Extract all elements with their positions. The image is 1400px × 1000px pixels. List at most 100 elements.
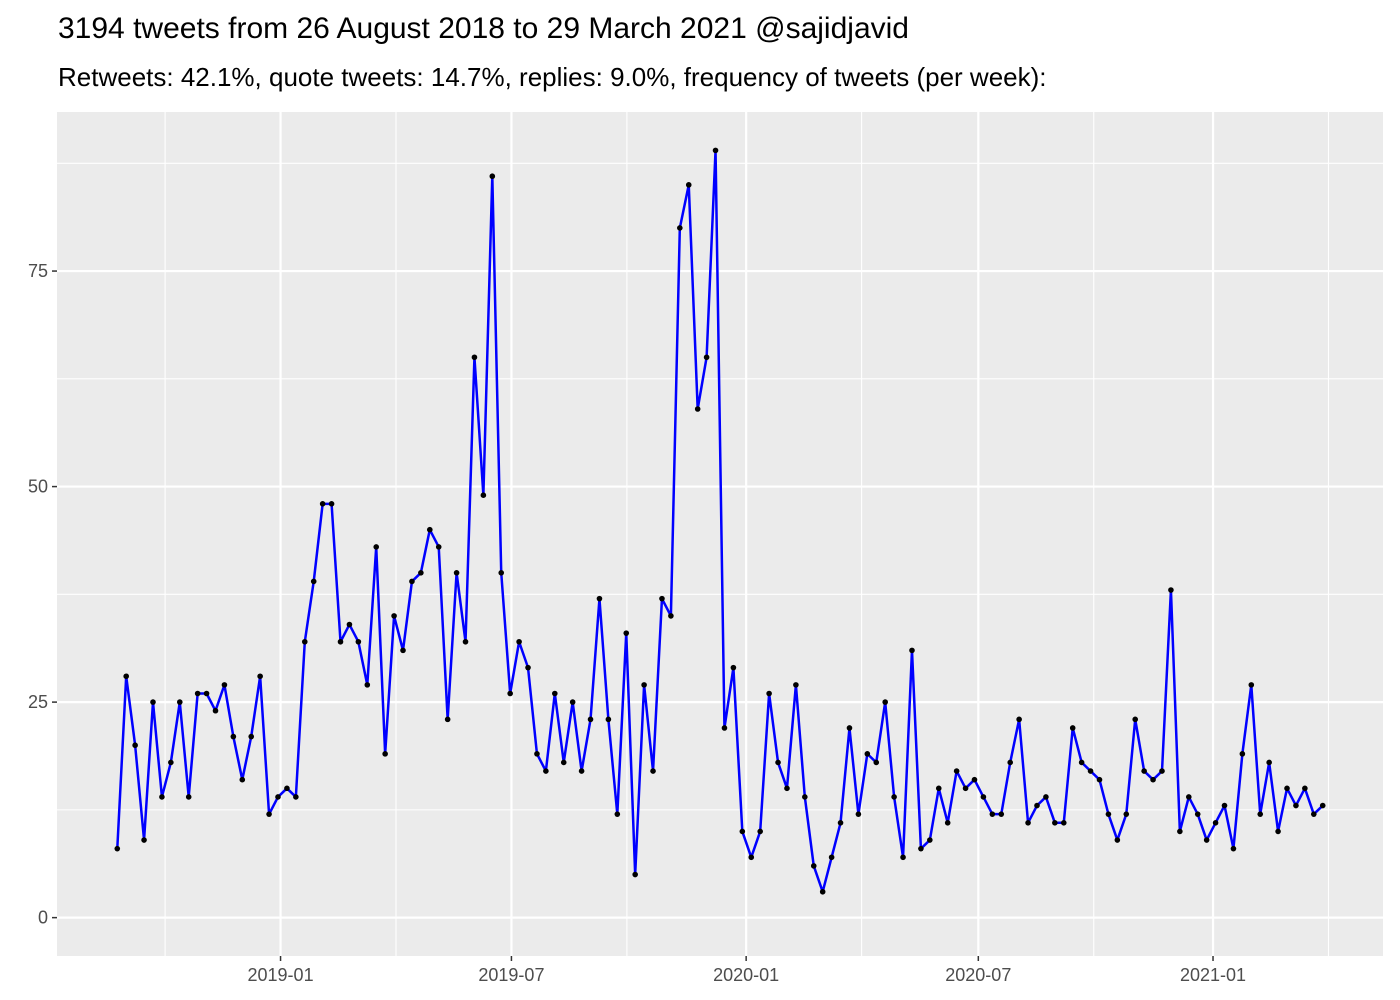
- data-point: [266, 811, 272, 817]
- data-point: [1087, 768, 1094, 774]
- data-point: [784, 785, 790, 792]
- series-line: [116, 149, 1324, 894]
- data-point: [819, 888, 826, 895]
- data-point: [221, 682, 228, 688]
- data-point: [480, 492, 487, 499]
- data-point: [1132, 716, 1139, 723]
- data-point: [944, 820, 951, 826]
- data-point: [1177, 828, 1183, 835]
- data-point: [989, 811, 996, 817]
- data-point: [301, 638, 308, 645]
- data-point: [1105, 811, 1112, 817]
- data-point: [766, 690, 772, 697]
- data-point: [712, 147, 719, 154]
- points-layer: [114, 147, 1326, 895]
- data-point: [543, 768, 549, 774]
- data-point: [534, 751, 540, 757]
- x-tick-label: 2020-07: [945, 965, 1011, 985]
- data-point: [1034, 802, 1040, 809]
- y-tick-label: 25: [28, 692, 48, 712]
- grid-major: [57, 112, 1383, 956]
- data-point: [882, 699, 888, 705]
- data-point: [685, 182, 692, 188]
- data-point: [310, 578, 317, 585]
- data-point: [837, 820, 844, 826]
- data-point: [132, 742, 138, 749]
- data-point: [1043, 794, 1049, 800]
- data-point: [793, 682, 799, 688]
- data-point: [1194, 811, 1201, 817]
- data-point: [552, 690, 558, 697]
- data-point: [462, 638, 469, 645]
- data-point: [203, 690, 210, 697]
- data-point: [516, 638, 522, 645]
- data-point: [605, 716, 612, 723]
- data-point: [373, 544, 380, 550]
- data-point: [632, 871, 638, 878]
- data-point: [1266, 759, 1272, 766]
- data-point: [909, 647, 915, 654]
- data-point: [846, 725, 853, 731]
- data-point: [159, 794, 165, 800]
- data-point: [275, 794, 281, 800]
- data-point: [578, 768, 585, 774]
- data-point: [418, 569, 424, 576]
- data-point: [426, 526, 433, 533]
- y-tick-label: 50: [28, 477, 48, 497]
- data-point: [168, 759, 174, 766]
- data-point: [471, 354, 478, 361]
- data-point: [507, 690, 513, 697]
- data-point: [382, 751, 388, 757]
- data-point: [391, 613, 397, 619]
- data-point: [141, 837, 147, 843]
- data-point: [730, 664, 737, 671]
- chart-title: 3194 tweets from 26 August 2018 to 29 Ma…: [58, 12, 909, 45]
- data-point: [1168, 587, 1174, 593]
- data-point: [525, 664, 531, 671]
- data-point: [677, 225, 683, 231]
- x-tick-label: 2019-01: [248, 965, 314, 985]
- x-tick-label: 2021-01: [1180, 965, 1246, 985]
- data-point: [355, 638, 362, 645]
- data-point: [614, 811, 621, 817]
- data-point: [1248, 682, 1255, 688]
- data-point: [668, 613, 674, 619]
- data-point: [212, 707, 219, 714]
- data-point: [971, 776, 978, 783]
- data-point: [409, 578, 415, 585]
- data-point: [659, 595, 665, 602]
- data-point: [1221, 802, 1228, 809]
- data-point: [114, 845, 121, 852]
- data-point: [123, 673, 130, 680]
- data-point: [176, 699, 183, 705]
- data-point: [1310, 811, 1317, 817]
- data-point: [560, 759, 567, 766]
- data-point: [150, 699, 156, 705]
- data-point: [748, 854, 755, 861]
- data-point: [1230, 845, 1237, 852]
- data-point: [1069, 725, 1076, 731]
- data-point: [810, 863, 817, 869]
- data-point: [1257, 811, 1264, 817]
- data-point: [1150, 776, 1156, 783]
- data-point: [703, 354, 710, 361]
- data-point: [453, 569, 460, 576]
- data-point: [489, 173, 496, 180]
- data-point: [328, 501, 335, 507]
- data-point: [1185, 794, 1192, 800]
- data-point: [230, 733, 237, 740]
- data-point: [1284, 785, 1290, 792]
- data-point: [346, 621, 353, 628]
- data-point: [284, 785, 290, 792]
- data-point: [257, 673, 263, 680]
- data-point: [1016, 716, 1022, 723]
- data-point: [998, 811, 1005, 817]
- data-point: [935, 785, 942, 792]
- data-point: [498, 569, 505, 576]
- data-point: [587, 716, 594, 723]
- data-point: [900, 854, 906, 861]
- series-layer: [116, 149, 1324, 894]
- data-point: [1052, 820, 1058, 826]
- data-point: [569, 699, 576, 705]
